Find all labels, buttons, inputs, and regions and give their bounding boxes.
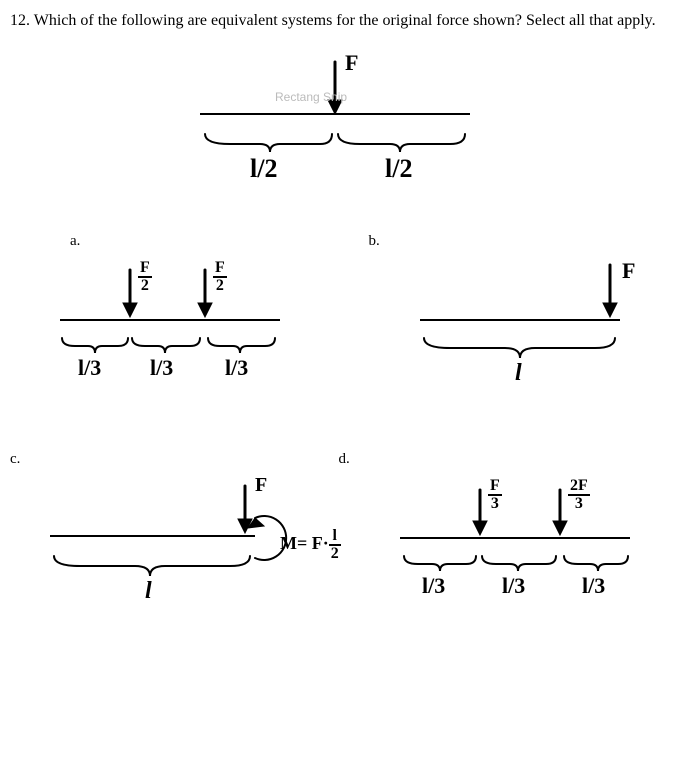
option-d-label: d. xyxy=(339,451,350,467)
brace-label-left: l/2 xyxy=(250,154,277,184)
force-a-2: F2 xyxy=(213,260,227,294)
option-a-diagram: F2 F2 l/3 l/3 l/3 xyxy=(40,250,340,420)
brace-d-1: l/3 xyxy=(422,573,445,599)
brace-a-1: l/3 xyxy=(78,355,101,381)
force-d-1: F3 xyxy=(488,478,502,512)
brace-a-3: l/3 xyxy=(225,355,248,381)
option-c-diagram: F M= F·l2 l xyxy=(20,468,350,638)
force-d-2: 2F3 xyxy=(568,478,590,512)
watermark-text: Rectang Snip xyxy=(275,90,347,104)
option-a-label: a. xyxy=(70,233,80,249)
force-label-F: F xyxy=(345,50,358,76)
question-body: Which of the following are equivalent sy… xyxy=(34,12,656,29)
brace-a-2: l/3 xyxy=(150,355,173,381)
brace-d-3: l/3 xyxy=(582,573,605,599)
brace-b: l xyxy=(515,360,522,387)
original-diagram: Rectang Snip F l/2 l/2 xyxy=(160,52,510,222)
brace-label-right: l/2 xyxy=(385,154,412,184)
moment-c: M= F·l2 xyxy=(280,528,341,562)
option-d-diagram: F3 2F3 l/3 l/3 l/3 xyxy=(380,468,677,638)
option-c-label: c. xyxy=(10,451,20,467)
force-b: F xyxy=(622,258,635,284)
question-number: 12. xyxy=(10,12,30,29)
option-b-diagram: F l xyxy=(380,250,677,420)
force-a-1: F2 xyxy=(138,260,152,294)
question-prompt: 12. Which of the following are equivalen… xyxy=(10,10,667,32)
option-b-label: b. xyxy=(369,233,380,249)
brace-c: l xyxy=(145,578,152,605)
force-c: F xyxy=(255,474,267,497)
brace-d-2: l/3 xyxy=(502,573,525,599)
